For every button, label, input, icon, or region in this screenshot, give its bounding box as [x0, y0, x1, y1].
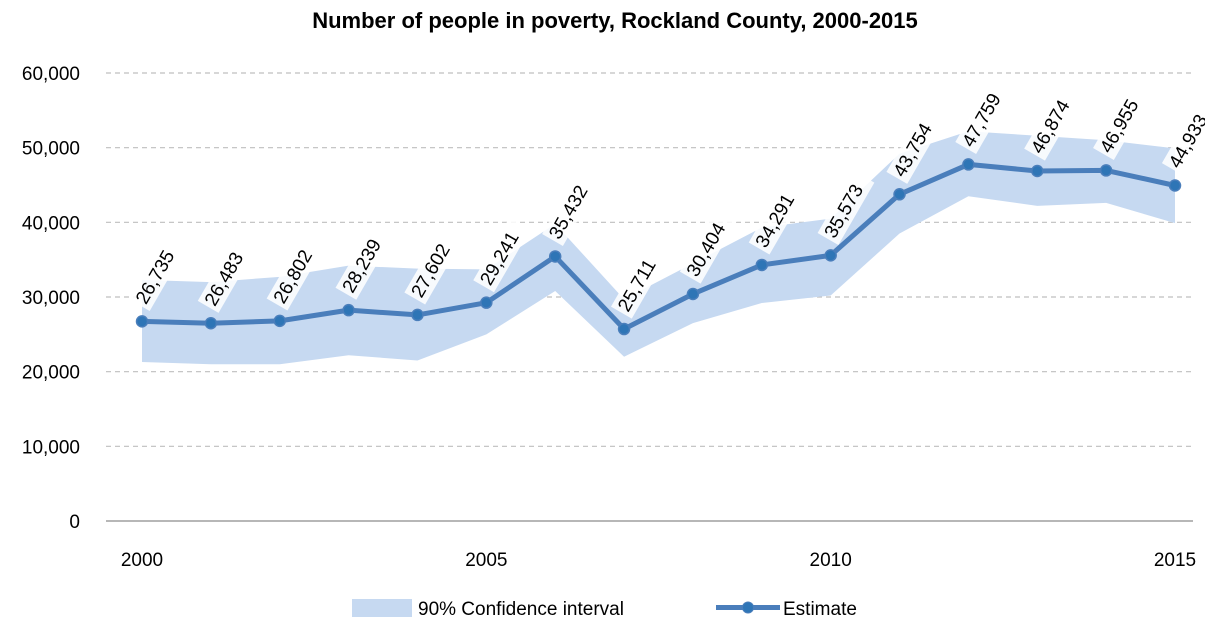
data-label-backing — [748, 180, 806, 255]
x-tick-label: 2005 — [465, 550, 507, 571]
data-label-backing — [266, 236, 324, 311]
data-label-backing — [886, 109, 944, 184]
estimate-point — [962, 158, 975, 171]
estimate-point — [1168, 179, 1182, 192]
chart-title: Number of people in poverty, Rockland Co… — [312, 8, 918, 33]
estimate-point — [617, 322, 631, 336]
y-tick-label: 30,000 — [22, 288, 80, 309]
estimate-markers — [135, 158, 1182, 336]
x-tick-label: 2010 — [810, 550, 852, 571]
data-label-group: 35,432 — [542, 171, 599, 247]
estimate-point — [548, 250, 562, 263]
y-tick-label: 20,000 — [22, 363, 80, 384]
data-label-backing — [197, 238, 255, 313]
y-axis-ticks: 0 10,000 20,000 30,000 40,000 50,000 60,000 — [22, 64, 80, 533]
data-label-backing — [1093, 85, 1150, 161]
estimate-point — [755, 258, 769, 272]
data-label-backing — [955, 79, 1013, 154]
estimate-point — [893, 188, 906, 201]
data-label-backing — [473, 217, 531, 293]
estimate-point — [342, 303, 355, 317]
estimate-series — [141, 161, 1176, 332]
y-tick-label: 10,000 — [22, 437, 80, 458]
legend-confidence-swatch — [352, 599, 412, 617]
y-tick-label: 0 — [69, 512, 80, 533]
estimate-point — [1031, 164, 1044, 178]
data-label-backing — [679, 209, 737, 284]
data-label-backing — [404, 230, 462, 305]
data-label: 44,933 — [1165, 111, 1205, 172]
legend-confidence-label: 90% Confidence interval — [418, 599, 624, 620]
estimate-point — [411, 308, 424, 322]
legend-estimate-label: Estimate — [783, 599, 857, 620]
data-label-backing — [610, 244, 668, 319]
x-axis-ticks: 2000 2005 2010 2015 — [121, 550, 1196, 571]
data-label-group: 44,933 — [1161, 100, 1205, 176]
estimate-point — [686, 287, 700, 301]
y-tick-label: 50,000 — [22, 139, 80, 160]
x-tick-label: 2015 — [1154, 550, 1196, 571]
data-label-backing — [128, 236, 186, 311]
data-label-backing — [1024, 86, 1081, 161]
data-label-backing — [335, 225, 393, 300]
x-tick-label: 2000 — [121, 550, 163, 571]
estimate-point — [480, 296, 493, 309]
legend: 90% Confidence interval Estimate — [352, 599, 857, 620]
data-label-backing — [817, 170, 875, 245]
y-tick-label: 60,000 — [22, 64, 80, 85]
data-label-backing — [542, 171, 599, 247]
estimate-point — [273, 314, 286, 328]
legend-estimate-marker — [742, 601, 754, 614]
estimate-point — [135, 315, 149, 328]
estimate-point — [204, 317, 218, 330]
estimate-point — [1099, 164, 1113, 177]
estimate-point — [824, 249, 837, 262]
estimate-line — [141, 161, 1176, 332]
y-tick-label: 40,000 — [22, 213, 80, 234]
